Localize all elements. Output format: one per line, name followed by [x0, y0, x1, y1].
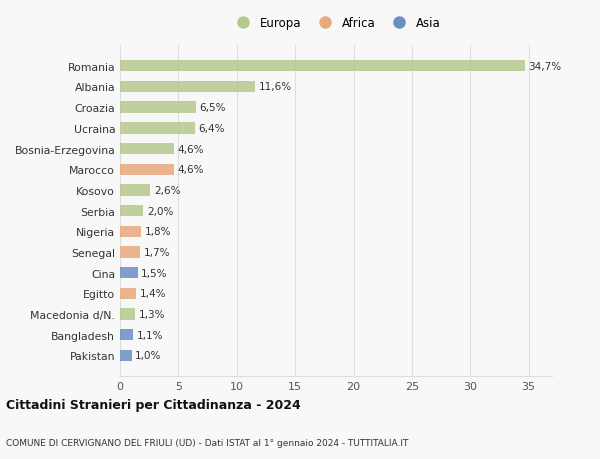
Text: 1,3%: 1,3%: [139, 309, 165, 319]
Bar: [120, 330, 133, 341]
Bar: [120, 226, 141, 237]
Text: 2,6%: 2,6%: [154, 185, 181, 196]
Text: 2,0%: 2,0%: [147, 206, 173, 216]
Bar: [120, 82, 256, 93]
Text: 4,6%: 4,6%: [177, 144, 204, 154]
Text: Cittadini Stranieri per Cittadinanza - 2024: Cittadini Stranieri per Cittadinanza - 2…: [6, 398, 301, 412]
Text: 4,6%: 4,6%: [177, 165, 204, 175]
Text: 1,0%: 1,0%: [135, 351, 161, 361]
Bar: [120, 288, 136, 299]
Text: 1,4%: 1,4%: [140, 289, 166, 299]
Bar: [120, 61, 525, 72]
Text: 11,6%: 11,6%: [259, 82, 292, 92]
Bar: [120, 309, 135, 320]
Text: 34,7%: 34,7%: [529, 62, 562, 72]
Text: COMUNE DI CERVIGNANO DEL FRIULI (UD) - Dati ISTAT al 1° gennaio 2024 - TUTTITALI: COMUNE DI CERVIGNANO DEL FRIULI (UD) - D…: [6, 438, 409, 447]
Bar: [120, 123, 195, 134]
Text: 6,5%: 6,5%: [199, 103, 226, 113]
Bar: [120, 102, 196, 113]
Text: 1,5%: 1,5%: [141, 268, 167, 278]
Text: 1,7%: 1,7%: [143, 247, 170, 257]
Bar: [120, 268, 137, 279]
Bar: [120, 164, 174, 175]
Legend: Europa, Africa, Asia: Europa, Africa, Asia: [228, 13, 444, 34]
Bar: [120, 144, 174, 155]
Text: 1,8%: 1,8%: [145, 227, 171, 237]
Bar: [120, 206, 143, 217]
Bar: [120, 185, 151, 196]
Bar: [120, 247, 140, 258]
Text: 6,4%: 6,4%: [198, 123, 225, 134]
Text: 1,1%: 1,1%: [136, 330, 163, 340]
Bar: [120, 350, 131, 361]
